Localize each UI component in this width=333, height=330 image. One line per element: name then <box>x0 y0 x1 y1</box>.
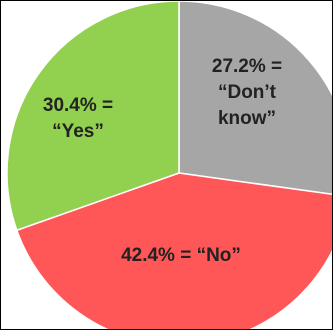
pie-label-yes: 30.4% = “Yes” <box>43 95 113 142</box>
pie-label-line: 30.4% = <box>43 95 113 116</box>
pie-label-line: “Yes” <box>52 121 104 142</box>
pie-slice-no <box>15 172 332 329</box>
pie-label-dont-know: 27.2% = “Don’t know” <box>212 56 282 129</box>
pie-label-line: 27.2% = <box>212 56 282 77</box>
pie-label-line: “Don’t <box>218 82 277 103</box>
pie-labels: 27.2% = “Don’t know” 42.4% = “No” 30.4% = “Ye… <box>43 56 282 266</box>
pie-label-no: 42.4% = “No” <box>121 245 241 266</box>
pie-label-line: 42.4% = “No” <box>121 245 241 266</box>
pie-label-line: know” <box>218 108 276 129</box>
pie-slice-dont-know <box>178 1 332 196</box>
pie-slices <box>6 1 332 329</box>
pie-slice-yes <box>6 1 180 232</box>
